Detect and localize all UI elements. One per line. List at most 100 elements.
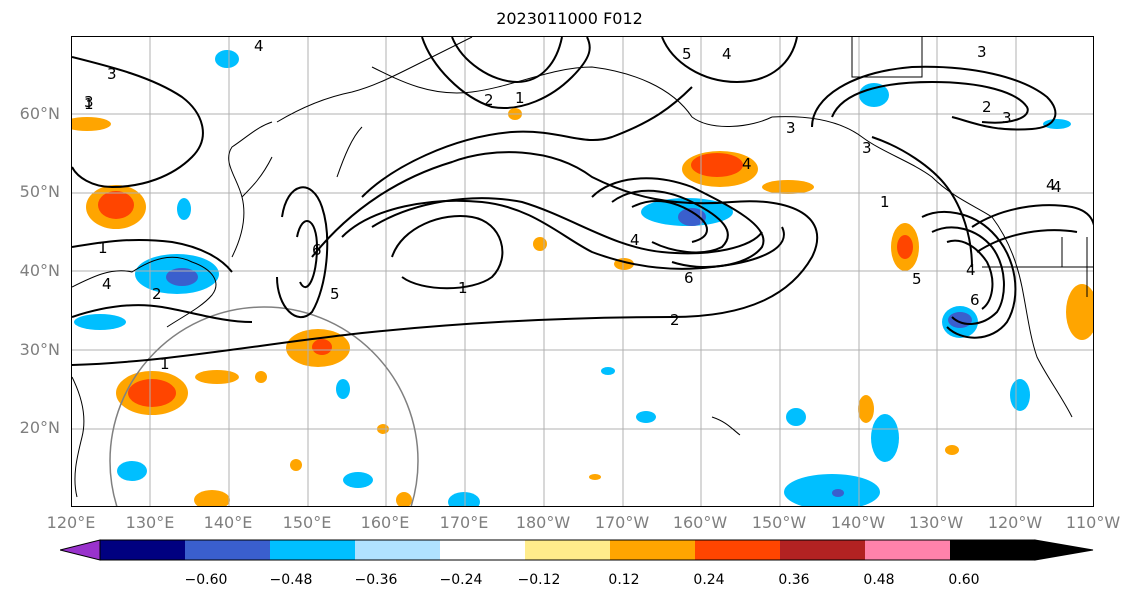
contour-label: 4 <box>254 37 264 55</box>
contour-16 <box>946 239 994 310</box>
contour-22 <box>421 37 591 109</box>
colorbar-segment <box>440 540 525 560</box>
negative-anomaly-patch <box>784 474 880 506</box>
contour-lines <box>72 37 1093 366</box>
contour-23 <box>451 37 563 84</box>
lon-label: 140°E <box>203 513 253 532</box>
positive-anomaly-patch <box>72 117 111 131</box>
negative-anomaly-patch <box>448 492 480 506</box>
contour-label: 3 <box>1002 109 1012 127</box>
lon-label: 150°E <box>282 513 332 532</box>
north-america-west-coast <box>991 216 1073 418</box>
negative-anomaly-patch <box>74 314 126 330</box>
colorbar-segment <box>950 540 1035 560</box>
positive-anomaly-patch <box>396 492 412 506</box>
map-title: 2023011000 F012 <box>496 9 643 28</box>
contour-5 <box>296 220 319 289</box>
contour-18 <box>976 229 1078 253</box>
kamchatka-coast <box>276 37 473 123</box>
sakhalin-coast <box>241 156 273 198</box>
canada-border <box>851 37 923 78</box>
negative-anomaly-patch <box>1010 379 1030 411</box>
contour-20 <box>72 238 233 273</box>
contour-label: 4 <box>966 261 976 279</box>
lat-label-50n: 50°N <box>19 182 60 201</box>
contour-12 <box>831 80 1029 124</box>
colorbar-tick-label: 0.36 <box>778 572 810 588</box>
contour-label: 2 <box>484 91 494 109</box>
negative-anomaly-patch <box>336 379 350 399</box>
china-coast <box>72 376 85 498</box>
contour-label: 5 <box>330 285 340 303</box>
negative-anomaly-patch <box>859 83 889 107</box>
lon-label: 160°W <box>672 513 728 532</box>
colorbar-segment <box>610 540 695 560</box>
lon-label: 180°W <box>515 513 571 532</box>
contour-label: 3 <box>862 139 872 157</box>
negative-anomaly-patch <box>1043 119 1071 129</box>
contour-label: 4 <box>1046 176 1056 194</box>
colorbar-segment <box>100 540 185 560</box>
positive-anomaly-patch <box>255 371 267 383</box>
negative-anomaly-patch <box>678 208 706 226</box>
lon-label: 120°E <box>46 513 96 532</box>
kamchatka-tip <box>336 126 363 178</box>
contour-label-group: 3 4 3 2 1 5 4 3 4 2 3 3 6 5 1 1 4 6 2 1 … <box>84 37 1062 373</box>
contour-10 <box>631 200 708 243</box>
hawaii-islands <box>711 416 741 436</box>
positive-anomaly-patch <box>128 379 176 407</box>
colorbar-segment <box>865 540 950 560</box>
colorbar-tick-label: −0.24 <box>439 572 483 588</box>
colorbar-segment <box>1034 539 1094 561</box>
lon-label: 110°W <box>1065 513 1121 532</box>
shaded-fields <box>72 50 1093 506</box>
contour-label: 3 <box>786 119 796 137</box>
contour-label: 2 <box>670 311 680 329</box>
contour-label: 1 <box>160 355 170 373</box>
negative-anomaly-patch <box>177 198 191 220</box>
contour-label: 1 <box>84 95 94 113</box>
colorbar-segment <box>780 540 865 560</box>
negative-anomaly-patch <box>786 408 806 426</box>
positive-anomaly-patch <box>1066 284 1093 340</box>
positive-anomaly-patch <box>945 445 959 455</box>
contour-2 <box>361 86 693 198</box>
contour-21 <box>72 304 253 323</box>
contour-label: 1 <box>458 279 468 297</box>
contour-label: 3 <box>84 93 94 111</box>
colorbar-segment <box>695 540 780 560</box>
colorbar-tick-label: −0.48 <box>269 572 313 588</box>
colorbar-tick-label: 0.24 <box>693 572 725 588</box>
projection-circle <box>109 306 419 506</box>
colorbar-tick-label: −0.12 <box>517 572 561 588</box>
state-borders <box>1061 237 1088 297</box>
gulf-of-alaska-coast <box>771 116 993 218</box>
positive-anomaly-patch <box>195 370 239 384</box>
colorbar <box>60 539 1094 561</box>
japan-coast <box>228 121 273 258</box>
lat-label-40n: 40°N <box>19 261 60 280</box>
negative-anomaly-patch <box>117 461 147 481</box>
contour-24 <box>661 37 798 84</box>
contour-label: 4 <box>722 45 732 63</box>
negative-anomaly-patch <box>636 411 656 423</box>
contour-8 <box>591 177 765 268</box>
contour-label: 1 <box>880 193 890 211</box>
map-canvas: 3 4 3 2 1 5 4 3 4 2 3 3 6 5 1 1 4 6 2 1 … <box>72 37 1093 506</box>
graticule <box>72 37 1093 506</box>
positive-anomaly-patch <box>858 395 874 423</box>
contour-label: 1 <box>98 239 108 257</box>
positive-anomaly-patch <box>691 153 743 177</box>
contour-label: 4 <box>742 155 752 173</box>
contour-14 <box>921 211 1017 339</box>
positive-anomaly-patch <box>194 490 230 506</box>
lon-label: 170°E <box>439 513 489 532</box>
contour-19 <box>72 56 204 189</box>
negative-anomaly-patch <box>832 489 844 497</box>
contour-label: 3 <box>977 43 987 61</box>
colorbar-segment <box>60 539 101 561</box>
negative-anomaly-patch <box>215 50 239 68</box>
contour-label: 5 <box>682 45 692 63</box>
lat-label-60n: 60°N <box>19 104 60 123</box>
colorbar-segment <box>270 540 355 560</box>
